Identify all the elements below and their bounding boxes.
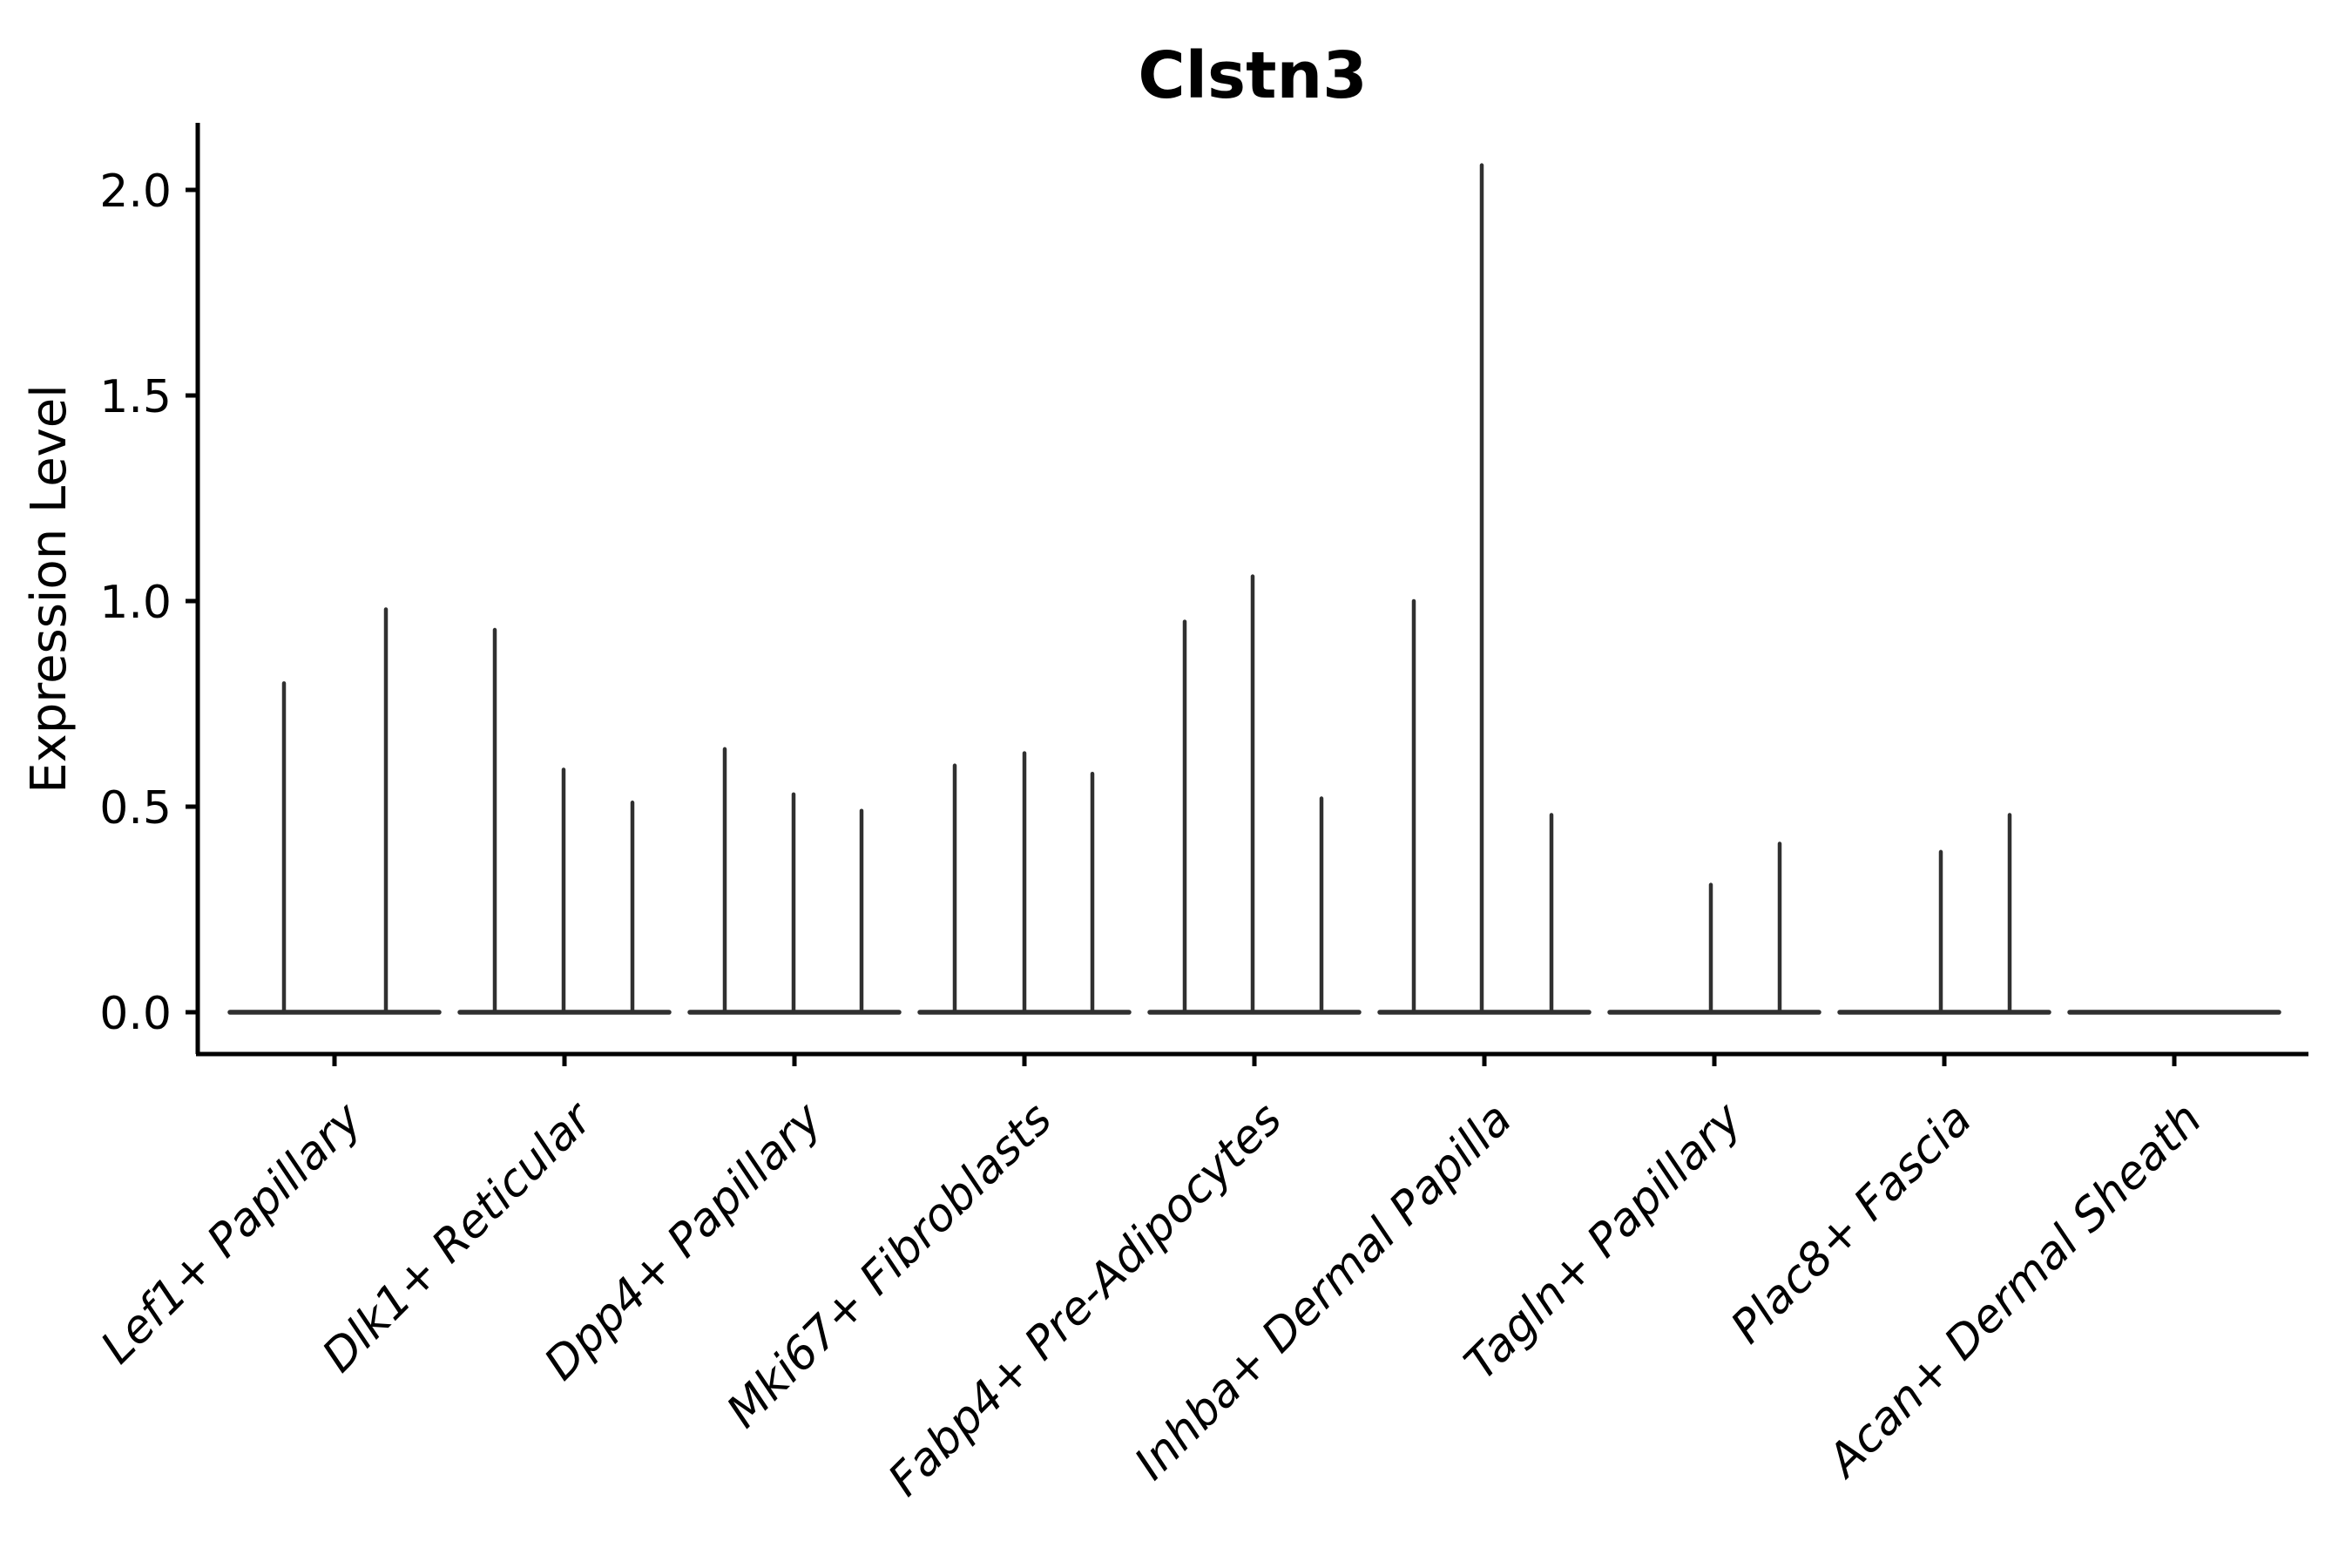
violins-group [227,163,2281,1015]
y-ticks-group: 0.0 0.5 1.0 1.5 2.0 [99,166,198,1040]
x-tick-label: Acan+ Dermal Sheath [1816,1093,2212,1489]
y-tick-label: 1.0 [99,577,172,629]
chart-title: Clstn3 [1138,38,1367,113]
y-tick-label: 1.5 [99,371,172,423]
x-tick-label: Plac8+ Fascia [1721,1093,1982,1354]
x-tick-label: Inhba+ Dermal Papilla [1125,1093,1522,1490]
y-axis-label: Expression Level [21,384,78,794]
y-tick-label: 2.0 [99,166,172,218]
y-tick-label: 0.5 [99,782,172,835]
x-tick-label: Fabp4+ Pre-Adipocytes [879,1093,1293,1507]
y-tick-label: 0.0 [99,988,172,1040]
